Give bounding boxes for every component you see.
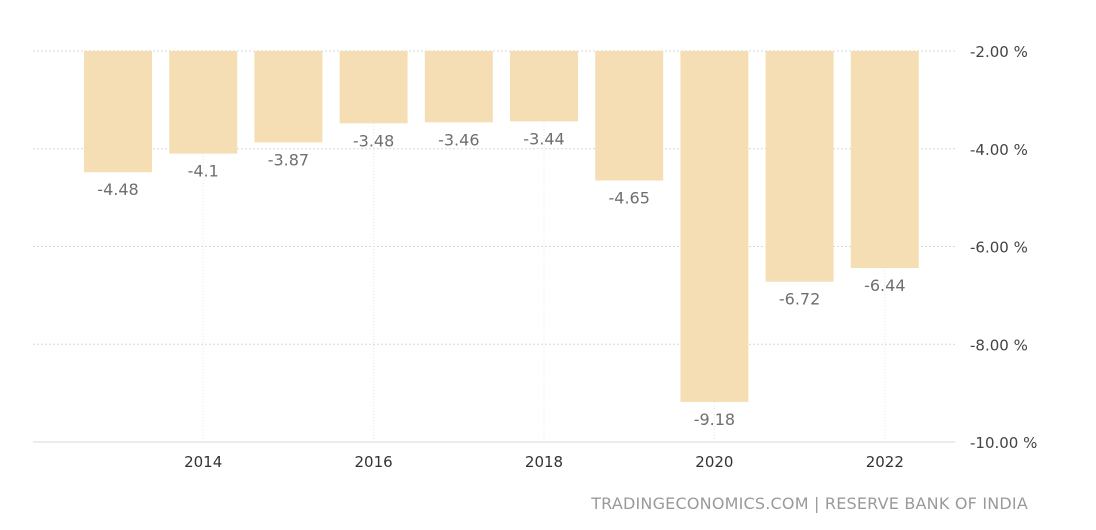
bar	[339, 51, 408, 124]
bar-value-label: -4.1	[188, 162, 219, 181]
y-tick-label: -2.00 %	[970, 43, 1028, 61]
bar-value-label: -3.48	[353, 131, 394, 150]
bar-value-label: -6.72	[779, 290, 820, 309]
y-tick-label: -10.00 %	[970, 434, 1037, 452]
source-attribution: TRADINGECONOMICS.COM | RESERVE BANK OF I…	[591, 494, 1028, 513]
y-tick-label: -8.00 %	[970, 336, 1028, 354]
bar-value-label: -9.18	[694, 410, 735, 429]
bar-value-label: -4.65	[608, 189, 649, 208]
bar	[765, 51, 834, 282]
x-tick-label: 2016	[355, 453, 393, 471]
bar	[84, 51, 152, 173]
bar	[169, 51, 238, 154]
bar	[595, 51, 664, 181]
y-tick-label: -6.00 %	[970, 239, 1028, 257]
bar	[424, 51, 493, 123]
bar-value-label: -4.48	[97, 180, 138, 199]
x-tick-label: 2018	[525, 453, 563, 471]
bar-value-label: -3.46	[438, 130, 479, 149]
x-tick-label: 2020	[695, 453, 733, 471]
bar	[680, 51, 749, 402]
bar	[850, 51, 919, 269]
bar	[510, 51, 578, 122]
y-tick-label: -4.00 %	[970, 141, 1028, 159]
bar-value-label: -6.44	[864, 276, 905, 295]
bar	[254, 51, 323, 143]
x-tick-label: 2014	[184, 453, 222, 471]
x-tick-label: 2022	[866, 453, 904, 471]
bar-value-label: -3.44	[523, 129, 564, 148]
bar-value-label: -3.87	[268, 150, 309, 169]
